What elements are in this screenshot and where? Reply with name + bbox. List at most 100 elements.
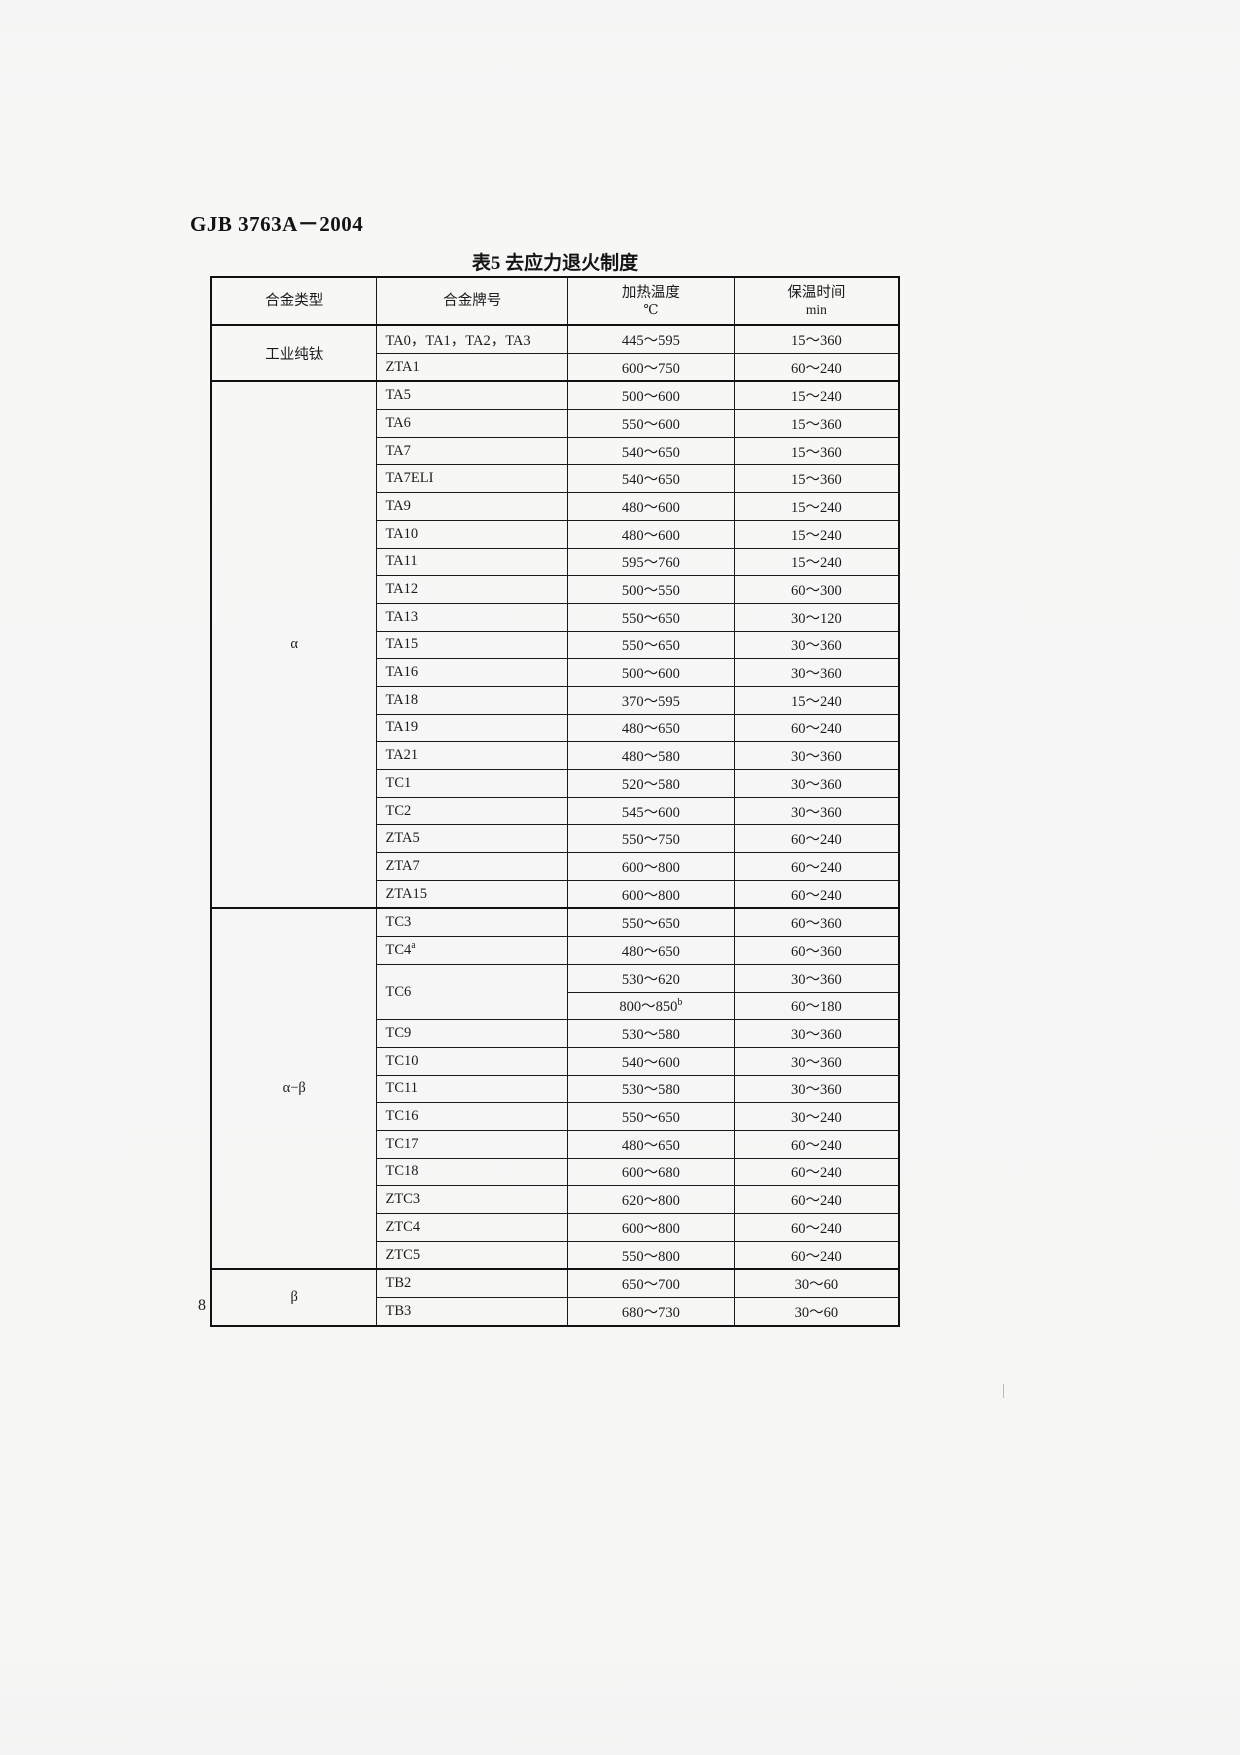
heating-temperature-cell: 550～600 <box>566 409 735 438</box>
holding-time-cell: 60～240 <box>733 879 900 909</box>
holding-time-cell: 15～360 <box>733 323 900 354</box>
heating-temperature-cell: 480～600 <box>566 519 735 549</box>
heating-temperature-cell: 480～580 <box>566 741 735 770</box>
table-row: TA11 595～760 15～240 <box>211 547 900 577</box>
footnote-marker: a <box>411 940 416 952</box>
alloy-grade-text: TA11 <box>385 553 418 570</box>
holding-time-cell: 30～360 <box>733 1046 900 1076</box>
heating-temperature-text: 550～650 <box>621 638 680 655</box>
heating-temperature-cell: 530～620 <box>566 963 735 993</box>
heating-temperature-text: 520～580 <box>621 776 680 793</box>
alloy-grade-text: TC10 <box>385 1052 419 1069</box>
header-label: 加热温度 <box>621 284 680 301</box>
table-row: TA15 550～650 30～360 <box>211 630 900 660</box>
scan-artifact-line <box>1003 1384 1004 1398</box>
heating-temperature-cell: 550～650 <box>566 1102 735 1131</box>
alloy-grade-text: TA19 <box>385 719 419 736</box>
holding-time-cell: 30～360 <box>733 796 900 826</box>
alloy-grade-text: ZTA15 <box>385 885 427 902</box>
alloy-grade-cell: TC18 <box>376 1157 568 1187</box>
header-row: 合金类型 合金牌号 加热温度 ℃ 保温时间 min <box>210 276 900 326</box>
alloy-grade-cell: ZTA5 <box>376 824 568 854</box>
table-row: ZTA1 600～750 60～240 <box>211 352 900 382</box>
header-holding-time: 保温时间 min <box>733 276 900 326</box>
alloy-grade-cell: TC2 <box>376 796 568 826</box>
alloy-grade-text: TA16 <box>385 664 419 681</box>
holding-time-cell: 30～60 <box>733 1297 900 1327</box>
alloy-grade-text: TA0，TA1，TA2，TA3 <box>385 332 531 349</box>
heating-temperature-cell: 650～700 <box>566 1268 735 1299</box>
table-row: TC9 530～580 30～360 <box>211 1019 900 1048</box>
table-row: ZTA15 600～800 60～240 <box>211 879 900 909</box>
alloy-grade-cell: TC6 <box>376 963 568 1021</box>
alloy-grade-text: TC4 <box>385 941 412 958</box>
table-row: 800～850b 60～180 <box>211 991 900 1021</box>
holding-time-cell: 60～240 <box>733 852 900 881</box>
holding-time-cell: 60～360 <box>733 936 900 965</box>
alloy-grade-cell: TA15 <box>376 630 568 660</box>
alloy-grade-cell: ZTC3 <box>376 1185 568 1214</box>
header-alloy-type: 合金类型 <box>210 276 378 326</box>
alloy-grade-cell: TA12 <box>376 575 568 604</box>
table-row: TC18 600～680 60～240 <box>211 1157 900 1187</box>
holding-time-cell: 15～240 <box>733 547 900 577</box>
alloy-grade-text: TA21 <box>385 747 419 764</box>
alloy-grade-cell: TB3 <box>376 1297 568 1327</box>
heating-temperature-cell: 600～800 <box>566 1213 735 1242</box>
heating-temperature-text: 530～620 <box>621 971 680 988</box>
heating-temperature-text: 800～850 <box>619 999 678 1016</box>
alloy-grade-cell: ZTA15 <box>376 879 568 909</box>
alloy-grade-cell: TC1 <box>376 769 568 798</box>
heating-temperature-cell: 550～750 <box>566 824 735 854</box>
alloy-grade-text: TA7ELI <box>385 470 434 487</box>
alloy-type-cell: 工业纯钛 <box>210 323 378 382</box>
alloy-grade-cell: TA11 <box>376 547 568 577</box>
holding-time-cell: 30～120 <box>733 602 900 632</box>
alloy-grade-text: TA12 <box>385 581 419 598</box>
header-heating-temperature: 加热温度 ℃ <box>566 276 735 326</box>
heating-temperature-text: 480～600 <box>621 527 680 544</box>
table-row: α TA5 500～600 15～240 <box>210 380 900 909</box>
heating-temperature-cell: 595～760 <box>566 547 735 577</box>
heating-temperature-cell: 480～600 <box>566 492 735 521</box>
heating-temperature-cell: 500～600 <box>566 658 735 687</box>
heating-temperature-cell: 550～650 <box>566 630 735 660</box>
alloy-grade-cell: TA7ELI <box>376 464 568 494</box>
heating-temperature-cell: 500～600 <box>566 380 735 411</box>
alloy-grade-cell: TC11 <box>376 1074 568 1104</box>
heating-temperature-cell: 680～730 <box>566 1297 735 1327</box>
alloy-grade-text: TC16 <box>385 1108 419 1125</box>
heating-temperature-cell: 540～650 <box>566 464 735 494</box>
alloy-grade-cell: TA5 <box>376 380 568 411</box>
alloy-grade-text: ZTC5 <box>385 1246 421 1263</box>
table-row: TA9 480～600 15～240 <box>211 492 900 521</box>
table-row: TA10 480～600 15～240 <box>211 519 900 549</box>
heating-temperature-text: 680～730 <box>621 1304 680 1321</box>
alloy-grade-cell: TC3 <box>376 907 568 938</box>
holding-time-cell: 60～360 <box>733 907 900 938</box>
holding-time-cell: 15～240 <box>733 519 900 549</box>
heating-temperature-text: 500～600 <box>621 389 680 406</box>
alloy-grade-text: TC6 <box>385 983 412 1000</box>
alloy-grade-text: ZTA1 <box>385 358 420 375</box>
alloy-grade-cell: TB2 <box>376 1268 568 1299</box>
heating-temperature-cell: 800～850b <box>566 991 735 1021</box>
heating-temperature-cell: 550～650 <box>566 602 735 632</box>
header-label: 合金类型 <box>265 292 324 309</box>
heating-temperature-text: 480～600 <box>621 499 680 516</box>
page-number: 8 <box>198 1297 206 1314</box>
table-title: 表5 去应力退火制度 <box>471 253 639 274</box>
alloy-grade-cell: ZTC4 <box>376 1213 568 1242</box>
alloy-grade-text: TC11 <box>385 1080 418 1097</box>
alloy-grade-text: ZTA7 <box>385 857 420 874</box>
heating-temperature-text: 595～760 <box>621 555 680 572</box>
alloy-type-cell: β <box>210 1268 378 1327</box>
alloy-grade-text: TB2 <box>385 1275 412 1292</box>
table-row: TA13 550～650 30～120 <box>211 602 900 632</box>
heating-temperature-cell: 540～600 <box>566 1046 735 1076</box>
heating-temperature-text: 480～650 <box>621 721 680 738</box>
heating-temperature-cell: 620～800 <box>566 1185 735 1214</box>
table-row: TC17 480～650 60～240 <box>211 1129 900 1159</box>
alloy-grade-cell: TA18 <box>376 685 568 715</box>
header-label: 合金牌号 <box>443 292 502 309</box>
